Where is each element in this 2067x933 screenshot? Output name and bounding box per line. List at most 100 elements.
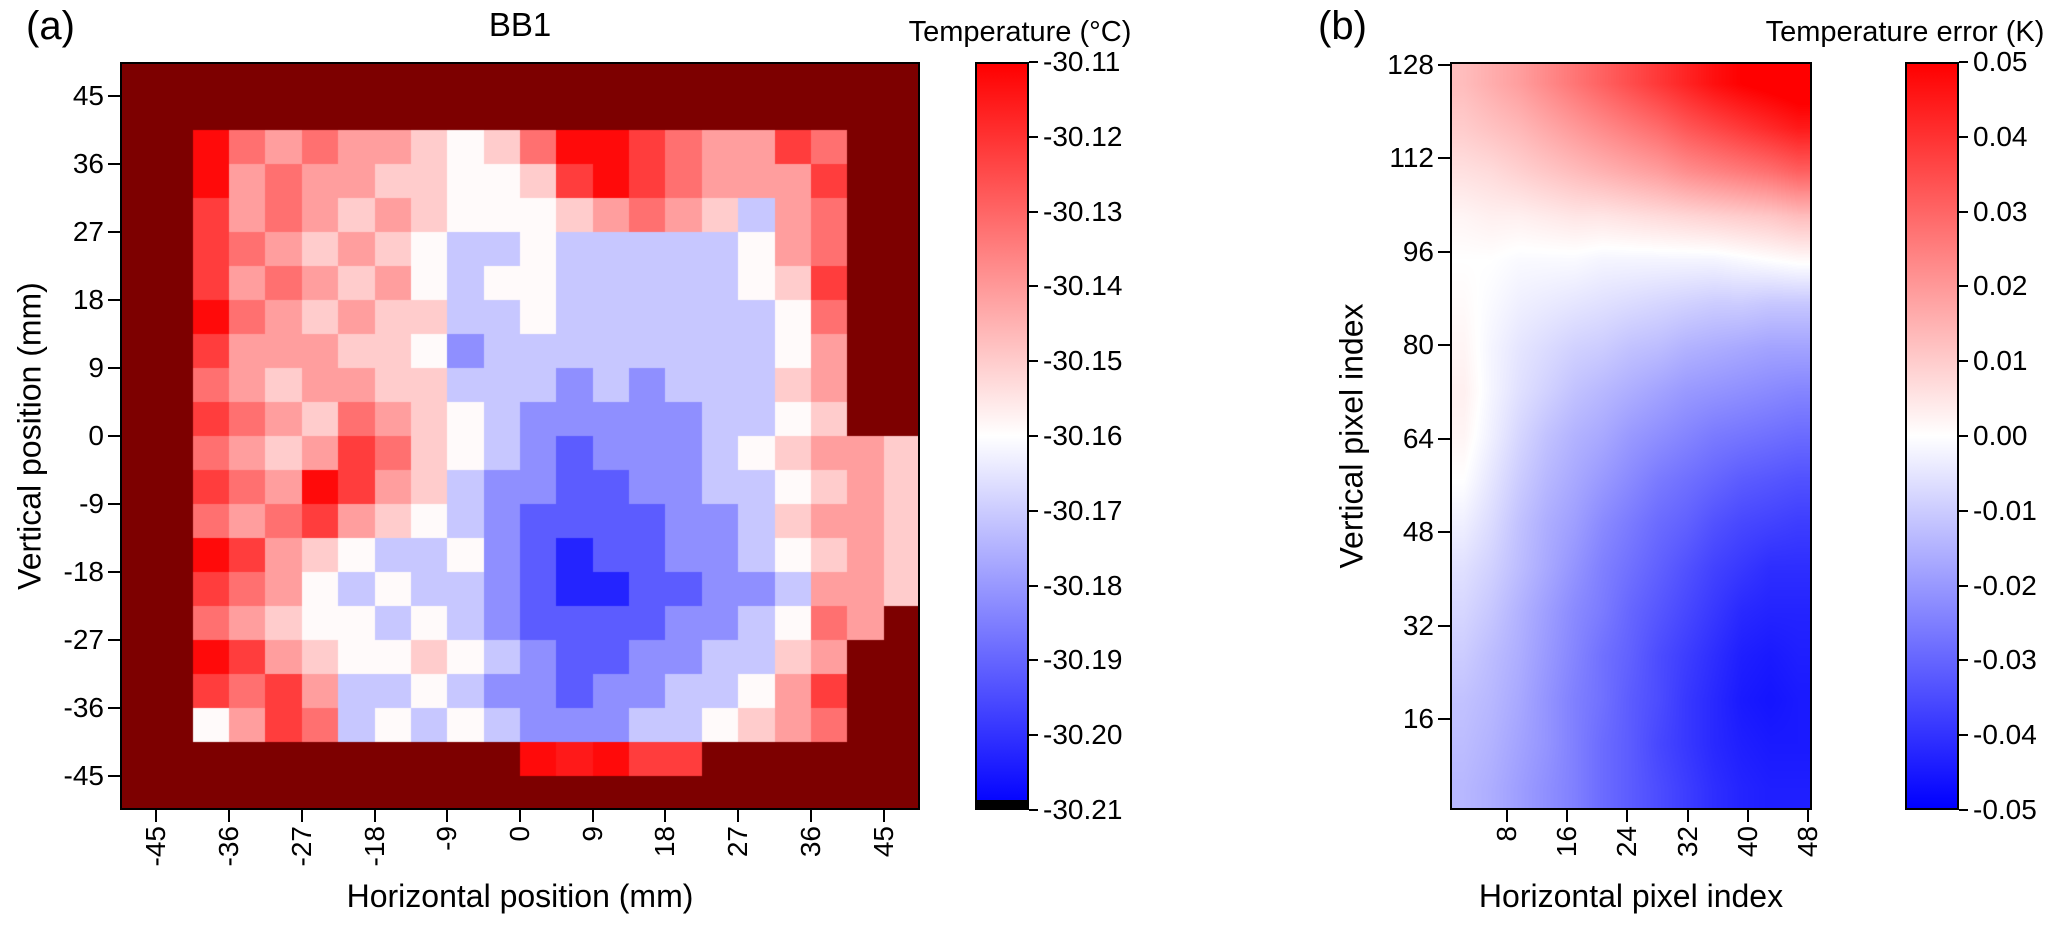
colorbar-tick-label-a: -30.20 bbox=[1043, 719, 1123, 751]
y-tick-b bbox=[1438, 250, 1450, 253]
y-tick-a bbox=[108, 775, 120, 777]
colorbar-tick-b bbox=[1959, 285, 1968, 288]
y-tick-label-b: 16 bbox=[1402, 703, 1434, 735]
y-tick-label-a: 0 bbox=[88, 420, 104, 451]
panel-a-label: (a) bbox=[26, 4, 75, 48]
x-tick-label-b: 8 bbox=[1490, 826, 1522, 842]
colorbar-tick-label-b: 0.04 bbox=[1973, 120, 2028, 152]
colorbar-tick-label-a: -30.19 bbox=[1043, 644, 1123, 676]
colorbar-tick-label-b: 0.03 bbox=[1973, 195, 2028, 227]
colorbar-tick-b bbox=[1959, 61, 1968, 63]
y-tick-b bbox=[1438, 624, 1450, 627]
x-tick-label-b: 24 bbox=[1611, 826, 1643, 858]
y-tick-label-a: 9 bbox=[88, 352, 104, 383]
y-tick-b bbox=[1438, 157, 1450, 160]
colorbar-tick-b bbox=[1959, 210, 1968, 213]
x-tick-label-a: -9 bbox=[431, 826, 463, 851]
y-tick-a bbox=[108, 299, 120, 301]
colorbar-tick-label-b: -0.04 bbox=[1973, 719, 2037, 751]
x-tick-b bbox=[1807, 810, 1810, 822]
x-tick-a bbox=[809, 810, 812, 822]
x-tick-label-a: -45 bbox=[140, 826, 172, 867]
y-tick-label-b: 64 bbox=[1402, 422, 1434, 454]
y-tick-label-b: 48 bbox=[1402, 516, 1434, 548]
x-tick-label-a: 0 bbox=[504, 826, 535, 842]
colorbar-tick-label-b: 0.05 bbox=[1973, 46, 2028, 77]
y-tick-label-a: -18 bbox=[63, 556, 104, 587]
x-tick-label-a: 36 bbox=[794, 826, 826, 858]
colorbar-tick-label-a: -30.12 bbox=[1043, 120, 1123, 152]
colorbar-tick-label-a: -30.18 bbox=[1043, 569, 1123, 601]
x-tick-b bbox=[1626, 810, 1629, 822]
y-tick-a bbox=[108, 163, 120, 165]
colorbar-tick-a bbox=[1029, 509, 1038, 512]
y-tick-a bbox=[108, 707, 120, 709]
y-tick-b bbox=[1438, 718, 1450, 721]
colorbar-tick-label-a: -30.15 bbox=[1043, 345, 1123, 377]
colorbar-tick-label-b: 0.00 bbox=[1973, 420, 2028, 451]
y-tick-label-b: 96 bbox=[1402, 235, 1434, 267]
colorbar-tick-label-a: -30.16 bbox=[1043, 420, 1123, 451]
colorbar-tick-b bbox=[1959, 659, 1968, 662]
y-tick-label-a: 27 bbox=[72, 216, 104, 247]
y-tick-a bbox=[108, 231, 120, 233]
colorbar-tick-label-a: -30.11 bbox=[1043, 46, 1121, 77]
x-tick-a bbox=[373, 810, 376, 822]
y-tick-label-a: 45 bbox=[72, 80, 104, 111]
y-tick-b bbox=[1438, 531, 1450, 534]
x-tick-a bbox=[228, 810, 231, 822]
y-tick-label-b: 80 bbox=[1402, 329, 1434, 361]
colorbar-tick-label-b: 0.01 bbox=[1973, 345, 2028, 377]
colorbar-a-under-band bbox=[977, 800, 1027, 808]
x-tick-b bbox=[1686, 810, 1689, 822]
colorbar-tick-a bbox=[1029, 61, 1038, 63]
y-tick-label-a: 18 bbox=[72, 284, 104, 315]
y-tick-b bbox=[1438, 437, 1450, 440]
y-tick-b bbox=[1438, 344, 1450, 347]
colorbar-tick-a bbox=[1029, 360, 1038, 363]
colorbar-tick-a bbox=[1029, 734, 1038, 737]
heatmap-b-canvas bbox=[1450, 62, 1812, 810]
x-tick-label-a: 18 bbox=[649, 826, 681, 858]
x-tick-label-a: -27 bbox=[285, 826, 317, 867]
x-tick-b bbox=[1505, 810, 1508, 822]
colorbar-tick-b bbox=[1959, 509, 1968, 512]
y-tick-label-a: 36 bbox=[72, 148, 104, 179]
x-tick-label-a: 9 bbox=[576, 826, 608, 842]
colorbar-tick-label-a: -30.21 bbox=[1043, 794, 1123, 825]
colorbar-tick-b bbox=[1959, 435, 1968, 437]
colorbar-tick-a bbox=[1029, 135, 1038, 138]
colorbar-tick-a bbox=[1029, 809, 1038, 811]
colorbar-tick-label-a: -30.17 bbox=[1043, 494, 1123, 526]
y-tick-label-b: 112 bbox=[1389, 142, 1434, 174]
colorbar-a-title: Temperature (°C) bbox=[908, 16, 1132, 48]
y-tick-a bbox=[108, 639, 120, 641]
colorbar-tick-label-a: -30.14 bbox=[1043, 270, 1123, 302]
x-tick-b bbox=[1565, 810, 1568, 822]
colorbar-tick-a bbox=[1029, 285, 1038, 288]
x-tick-a bbox=[519, 810, 521, 822]
x-tick-a bbox=[737, 810, 740, 822]
colorbar-tick-b bbox=[1959, 734, 1968, 737]
panel-a-xlabel: Horizontal position (mm) bbox=[346, 878, 694, 914]
x-tick-label-a: -18 bbox=[358, 826, 390, 867]
y-tick-a bbox=[108, 435, 120, 437]
colorbar-tick-a bbox=[1029, 435, 1038, 437]
x-tick-a bbox=[591, 810, 594, 822]
y-tick-label-a: -27 bbox=[63, 624, 104, 655]
x-tick-label-b: 16 bbox=[1550, 826, 1582, 858]
x-tick-a bbox=[664, 810, 667, 822]
colorbar-tick-label-b: -0.03 bbox=[1973, 644, 2037, 676]
x-tick-label-a: 27 bbox=[722, 826, 754, 858]
y-tick-label-b: 32 bbox=[1402, 609, 1434, 641]
x-tick-label-b: 48 bbox=[1792, 826, 1824, 858]
y-tick-label-b: 128 bbox=[1387, 48, 1434, 80]
colorbar-tick-a bbox=[1029, 210, 1038, 213]
colorbar-tick-a bbox=[1029, 659, 1038, 662]
panel-a-title: BB1 bbox=[488, 6, 552, 43]
colorbar-tick-b bbox=[1959, 584, 1968, 587]
y-tick-label-a: -45 bbox=[63, 760, 104, 791]
panel-b-xlabel: Horizontal pixel index bbox=[1478, 878, 1784, 914]
y-tick-a bbox=[108, 367, 120, 369]
